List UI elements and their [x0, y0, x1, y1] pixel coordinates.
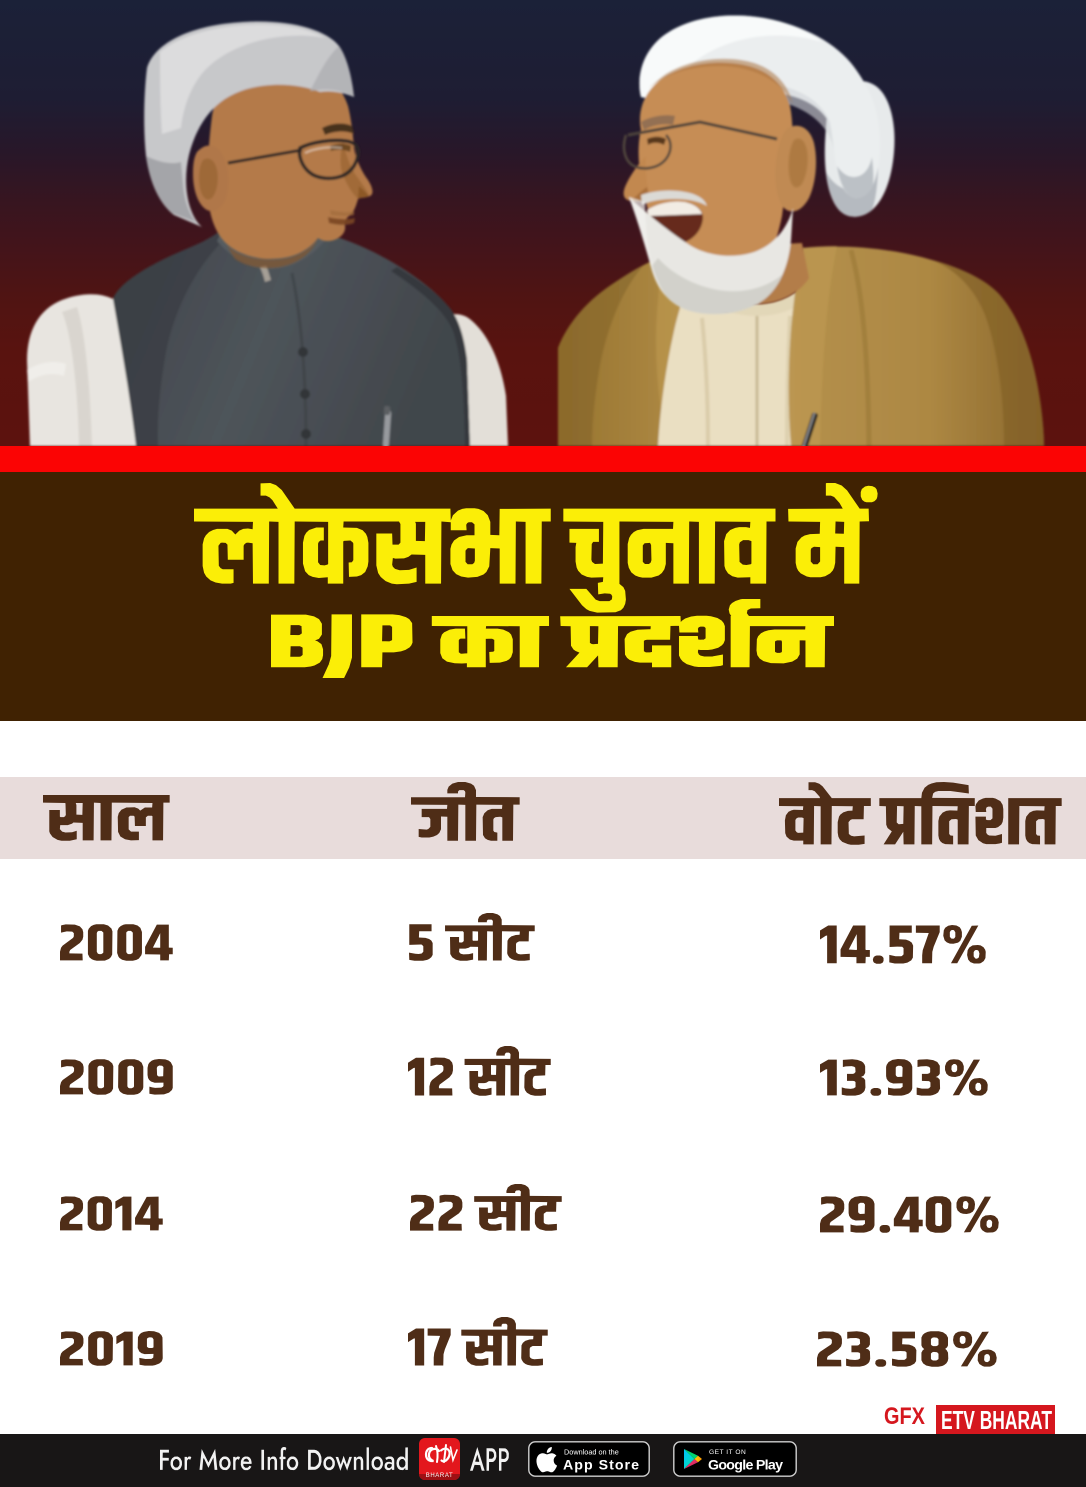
svg-text:BHARAT: BHARAT: [426, 1473, 454, 1479]
svg-text:App Store: App Store: [563, 1458, 639, 1474]
svg-text:Google Play: Google Play: [708, 1458, 783, 1474]
svg-text:GET IT ON: GET IT ON: [709, 1449, 746, 1456]
svg-text:Download on the: Download on the: [564, 1448, 619, 1457]
